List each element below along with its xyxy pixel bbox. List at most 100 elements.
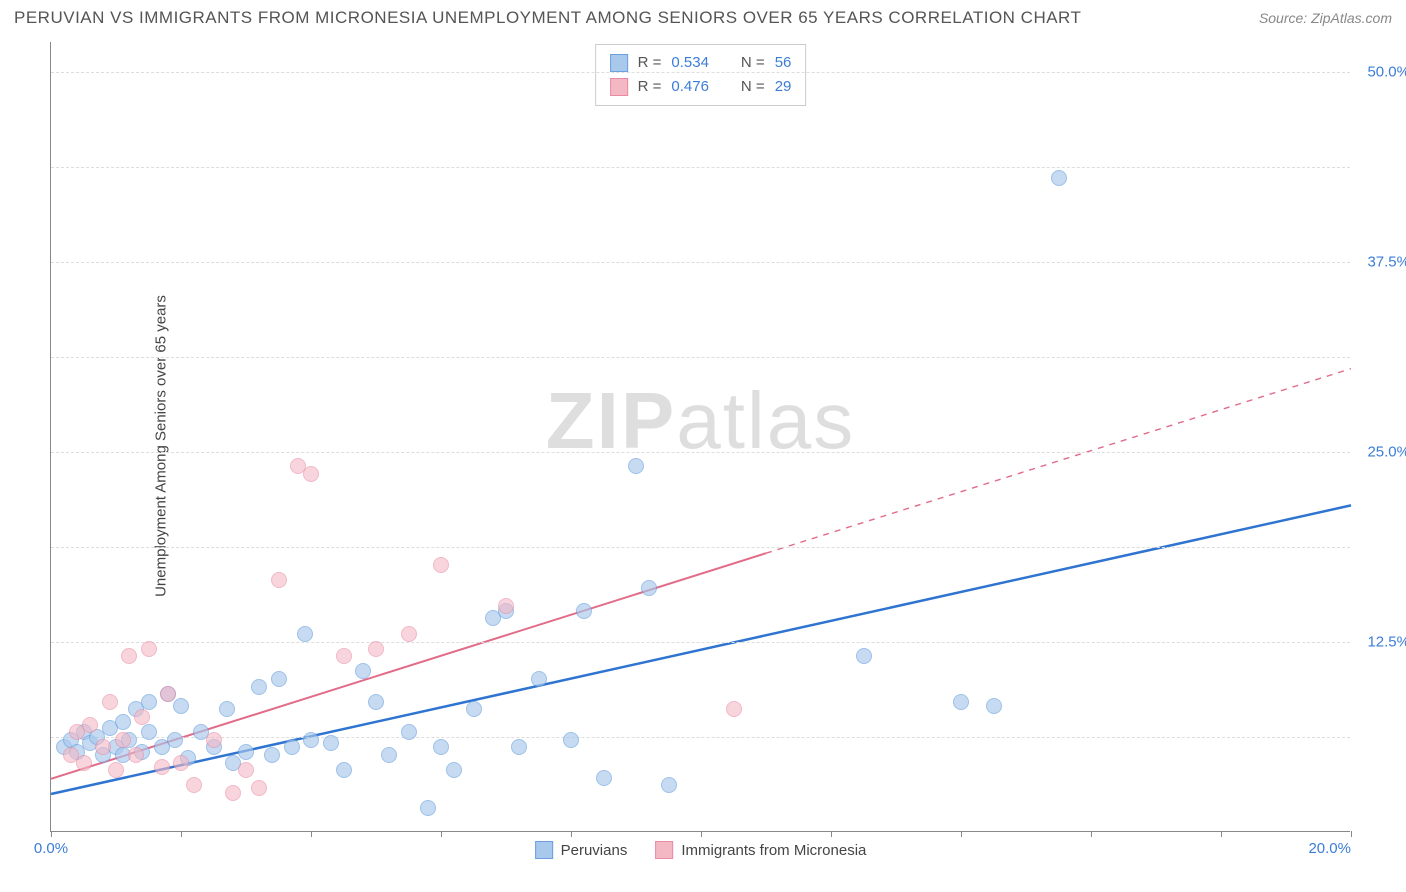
data-point (401, 724, 417, 740)
data-point (355, 663, 371, 679)
x-tick (1091, 831, 1092, 837)
y-tick-label: 25.0% (1355, 444, 1406, 461)
x-tick (1351, 831, 1352, 837)
legend-swatch (610, 54, 628, 72)
x-tick (1221, 831, 1222, 837)
x-tick (831, 831, 832, 837)
chart-title: PERUVIAN VS IMMIGRANTS FROM MICRONESIA U… (14, 8, 1081, 28)
data-point (323, 735, 339, 751)
data-point (128, 747, 144, 763)
legend-row: R = 0.476 N = 29 (610, 75, 792, 99)
legend-swatch (535, 841, 553, 859)
x-tick (181, 831, 182, 837)
data-point (154, 759, 170, 775)
data-point (238, 744, 254, 760)
data-point (297, 626, 313, 642)
data-point (206, 732, 222, 748)
data-point (141, 694, 157, 710)
data-point (76, 755, 92, 771)
data-point (661, 777, 677, 793)
data-point (953, 694, 969, 710)
legend-item: Peruvians (535, 841, 628, 859)
data-point (251, 679, 267, 695)
data-point (225, 785, 241, 801)
data-point (251, 780, 267, 796)
legend-label: Immigrants from Micronesia (681, 842, 866, 859)
y-tick-label: 12.5% (1355, 634, 1406, 651)
data-point (115, 714, 131, 730)
data-point (563, 732, 579, 748)
data-point (466, 701, 482, 717)
data-point (95, 739, 111, 755)
data-point (433, 739, 449, 755)
r-label: R = (638, 75, 662, 99)
x-tick (571, 831, 572, 837)
data-point (336, 762, 352, 778)
data-point (238, 762, 254, 778)
data-point (264, 747, 280, 763)
data-point (173, 698, 189, 714)
data-point (160, 686, 176, 702)
y-tick-label: 37.5% (1355, 254, 1406, 271)
data-point (102, 694, 118, 710)
data-point (271, 572, 287, 588)
data-point (628, 458, 644, 474)
data-point (82, 717, 98, 733)
series-legend: Peruvians Immigrants from Micronesia (535, 841, 867, 859)
legend-swatch (610, 78, 628, 96)
data-point (219, 701, 235, 717)
data-point (368, 641, 384, 657)
x-tick (441, 831, 442, 837)
data-point (498, 598, 514, 614)
data-point (303, 466, 319, 482)
gridline (51, 262, 1350, 263)
data-point (641, 580, 657, 596)
data-point (167, 732, 183, 748)
data-point (1051, 170, 1067, 186)
scatter-plot-area: ZIPatlas R =0.534N =56R =0.476N =29 Peru… (50, 42, 1350, 832)
data-point (576, 603, 592, 619)
gridline (51, 357, 1350, 358)
correlation-legend: R =0.534N =56R =0.476N =29 (595, 44, 807, 106)
data-point (596, 770, 612, 786)
data-point (381, 747, 397, 763)
regression-lines (51, 42, 1350, 831)
data-point (303, 732, 319, 748)
x-tick (51, 831, 52, 837)
data-point (986, 698, 1002, 714)
data-point (368, 694, 384, 710)
gridline (51, 737, 1350, 738)
data-point (173, 755, 189, 771)
data-point (134, 709, 150, 725)
data-point (401, 626, 417, 642)
data-point (433, 557, 449, 573)
gridline (51, 642, 1350, 643)
data-point (726, 701, 742, 717)
r-value: 0.476 (671, 75, 709, 99)
data-point (531, 671, 547, 687)
data-point (271, 671, 287, 687)
n-label: N = (741, 75, 765, 99)
gridline (51, 452, 1350, 453)
data-point (336, 648, 352, 664)
data-point (420, 800, 436, 816)
data-point (856, 648, 872, 664)
x-tick-label: 20.0% (1308, 840, 1351, 857)
data-point (511, 739, 527, 755)
x-tick-label: 0.0% (34, 840, 68, 857)
x-tick (961, 831, 962, 837)
data-point (141, 641, 157, 657)
x-tick (701, 831, 702, 837)
gridline (51, 72, 1350, 73)
data-point (121, 648, 137, 664)
data-point (446, 762, 462, 778)
gridline (51, 167, 1350, 168)
x-tick (311, 831, 312, 837)
n-value: 29 (775, 75, 792, 99)
data-point (115, 732, 131, 748)
legend-swatch (655, 841, 673, 859)
data-point (141, 724, 157, 740)
data-point (108, 762, 124, 778)
legend-item: Immigrants from Micronesia (655, 841, 866, 859)
legend-label: Peruvians (561, 842, 628, 859)
